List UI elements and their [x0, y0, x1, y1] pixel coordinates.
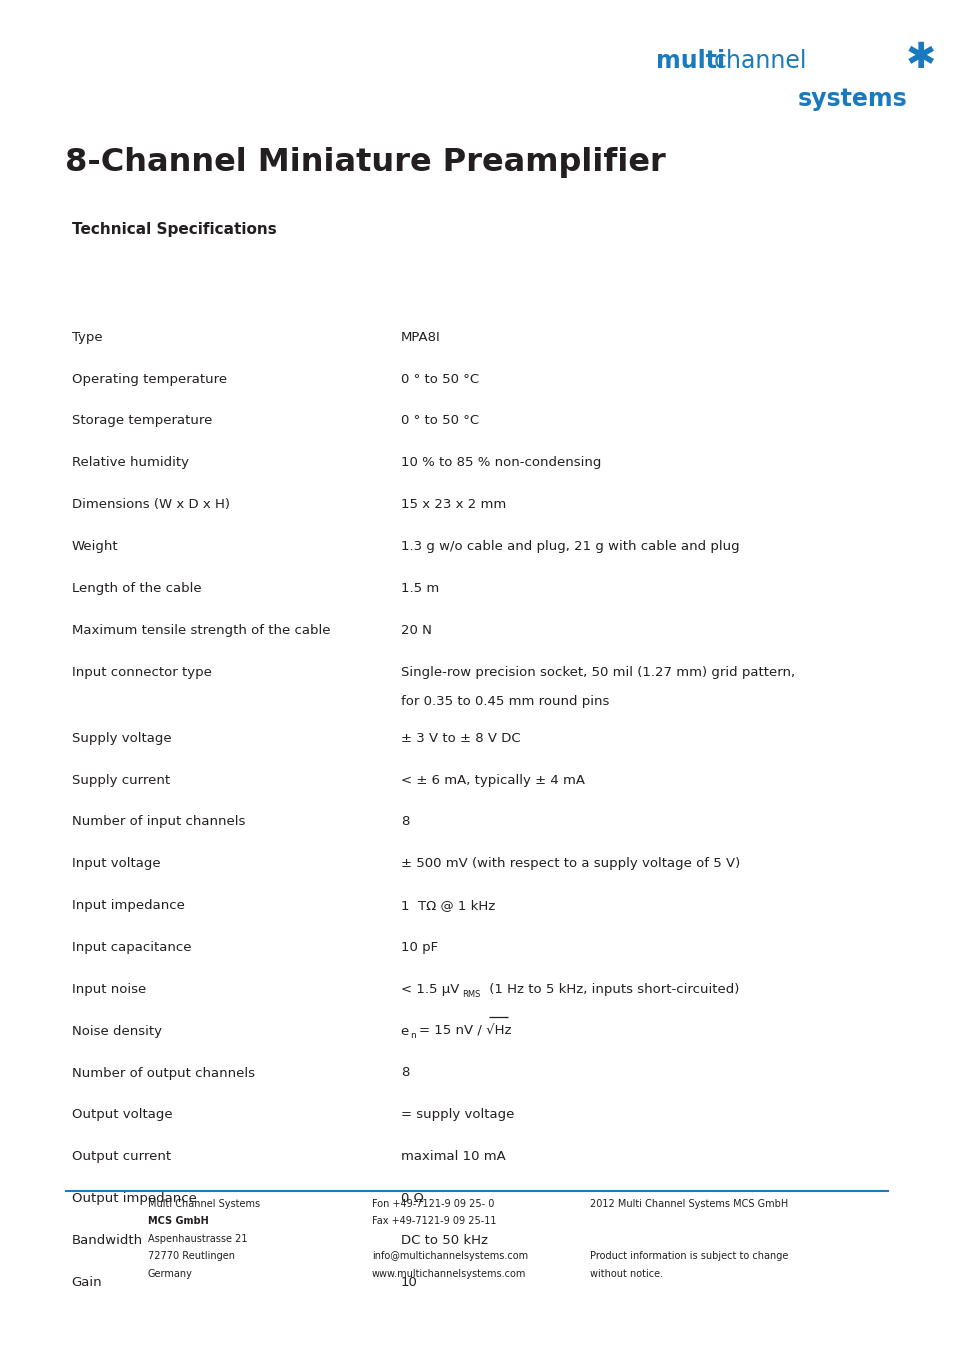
Text: 0 ° to 50 °C: 0 ° to 50 °C — [400, 414, 478, 428]
Text: Relative humidity: Relative humidity — [71, 456, 189, 470]
Text: Aspenhaustrasse 21: Aspenhaustrasse 21 — [148, 1234, 247, 1243]
Text: Output impedance: Output impedance — [71, 1192, 196, 1206]
Text: DC to 50 kHz: DC to 50 kHz — [400, 1234, 487, 1247]
Text: 1.3 g w/o cable and plug, 21 g with cable and plug: 1.3 g w/o cable and plug, 21 g with cabl… — [400, 540, 739, 553]
Text: Dimensions (W x D x H): Dimensions (W x D x H) — [71, 498, 230, 512]
Text: for 0.35 to 0.45 mm round pins: for 0.35 to 0.45 mm round pins — [400, 695, 608, 709]
Text: Storage temperature: Storage temperature — [71, 414, 212, 428]
Text: 1.5 m: 1.5 m — [400, 582, 438, 595]
Text: 0 Ω: 0 Ω — [400, 1192, 423, 1206]
Text: ± 500 mV (with respect to a supply voltage of 5 V): ± 500 mV (with respect to a supply volta… — [400, 857, 740, 871]
Text: www.multichannelsystems.com: www.multichannelsystems.com — [372, 1269, 526, 1278]
Text: = 15 nV / √Hz: = 15 nV / √Hz — [418, 1025, 511, 1038]
Text: 8-Channel Miniature Preamplifier: 8-Channel Miniature Preamplifier — [65, 147, 665, 177]
Text: Gain: Gain — [71, 1276, 102, 1289]
Text: Input noise: Input noise — [71, 983, 146, 996]
Text: 10 % to 85 % non-condensing: 10 % to 85 % non-condensing — [400, 456, 600, 470]
Text: Supply voltage: Supply voltage — [71, 732, 171, 745]
Text: Length of the cable: Length of the cable — [71, 582, 201, 595]
Text: Noise density: Noise density — [71, 1025, 161, 1038]
Text: info@multichannelsystems.com: info@multichannelsystems.com — [372, 1251, 528, 1261]
Text: Number of input channels: Number of input channels — [71, 815, 245, 829]
Text: 15 x 23 x 2 mm: 15 x 23 x 2 mm — [400, 498, 505, 512]
Text: Operating temperature: Operating temperature — [71, 373, 227, 386]
Text: Type: Type — [71, 331, 102, 344]
Text: Technical Specifications: Technical Specifications — [71, 221, 276, 238]
Text: = supply voltage: = supply voltage — [400, 1108, 514, 1122]
Text: 8: 8 — [400, 815, 409, 829]
Text: Fon +49-7121-9 09 25- 0: Fon +49-7121-9 09 25- 0 — [372, 1199, 494, 1208]
Text: Input impedance: Input impedance — [71, 899, 184, 913]
Text: 10: 10 — [400, 1276, 417, 1289]
Text: ± 3 V to ± 8 V DC: ± 3 V to ± 8 V DC — [400, 732, 519, 745]
Text: Maximum tensile strength of the cable: Maximum tensile strength of the cable — [71, 624, 330, 637]
Text: RMS: RMS — [461, 990, 479, 999]
Text: ✱: ✱ — [904, 40, 935, 76]
Text: channel: channel — [713, 49, 806, 73]
Text: Weight: Weight — [71, 540, 118, 553]
Text: 10 pF: 10 pF — [400, 941, 437, 954]
Text: 20 N: 20 N — [400, 624, 431, 637]
Text: maximal 10 mA: maximal 10 mA — [400, 1150, 505, 1164]
Text: MPA8I: MPA8I — [400, 331, 440, 344]
Text: 0 ° to 50 °C: 0 ° to 50 °C — [400, 373, 478, 386]
Text: multi: multi — [656, 49, 724, 73]
Text: 8: 8 — [400, 1066, 409, 1080]
Text: Number of output channels: Number of output channels — [71, 1066, 254, 1080]
Text: n: n — [410, 1031, 416, 1041]
Text: Input connector type: Input connector type — [71, 666, 212, 679]
Text: 1  TΩ @ 1 kHz: 1 TΩ @ 1 kHz — [400, 899, 495, 913]
Text: MCS GmbH: MCS GmbH — [148, 1216, 209, 1226]
Text: < ± 6 mA, typically ± 4 mA: < ± 6 mA, typically ± 4 mA — [400, 774, 584, 787]
Text: (1 Hz to 5 kHz, inputs short-circuited): (1 Hz to 5 kHz, inputs short-circuited) — [484, 983, 739, 996]
Text: without notice.: without notice. — [589, 1269, 662, 1278]
Text: e: e — [400, 1025, 409, 1038]
Text: 2012 Multi Channel Systems MCS GmbH: 2012 Multi Channel Systems MCS GmbH — [589, 1199, 787, 1208]
Text: Germany: Germany — [148, 1269, 193, 1278]
Text: Output current: Output current — [71, 1150, 171, 1164]
Text: Fax +49-7121-9 09 25-11: Fax +49-7121-9 09 25-11 — [372, 1216, 497, 1226]
Text: Input voltage: Input voltage — [71, 857, 160, 871]
Text: Output voltage: Output voltage — [71, 1108, 172, 1122]
Text: Input capacitance: Input capacitance — [71, 941, 191, 954]
Text: Multi Channel Systems: Multi Channel Systems — [148, 1199, 260, 1208]
Text: Bandwidth: Bandwidth — [71, 1234, 143, 1247]
Text: Single-row precision socket, 50 mil (1.27 mm) grid pattern,: Single-row precision socket, 50 mil (1.2… — [400, 666, 794, 679]
Text: 72770 Reutlingen: 72770 Reutlingen — [148, 1251, 234, 1261]
Text: systems: systems — [797, 86, 906, 111]
Text: Supply current: Supply current — [71, 774, 170, 787]
Text: < 1.5 μV: < 1.5 μV — [400, 983, 458, 996]
Text: Product information is subject to change: Product information is subject to change — [589, 1251, 787, 1261]
